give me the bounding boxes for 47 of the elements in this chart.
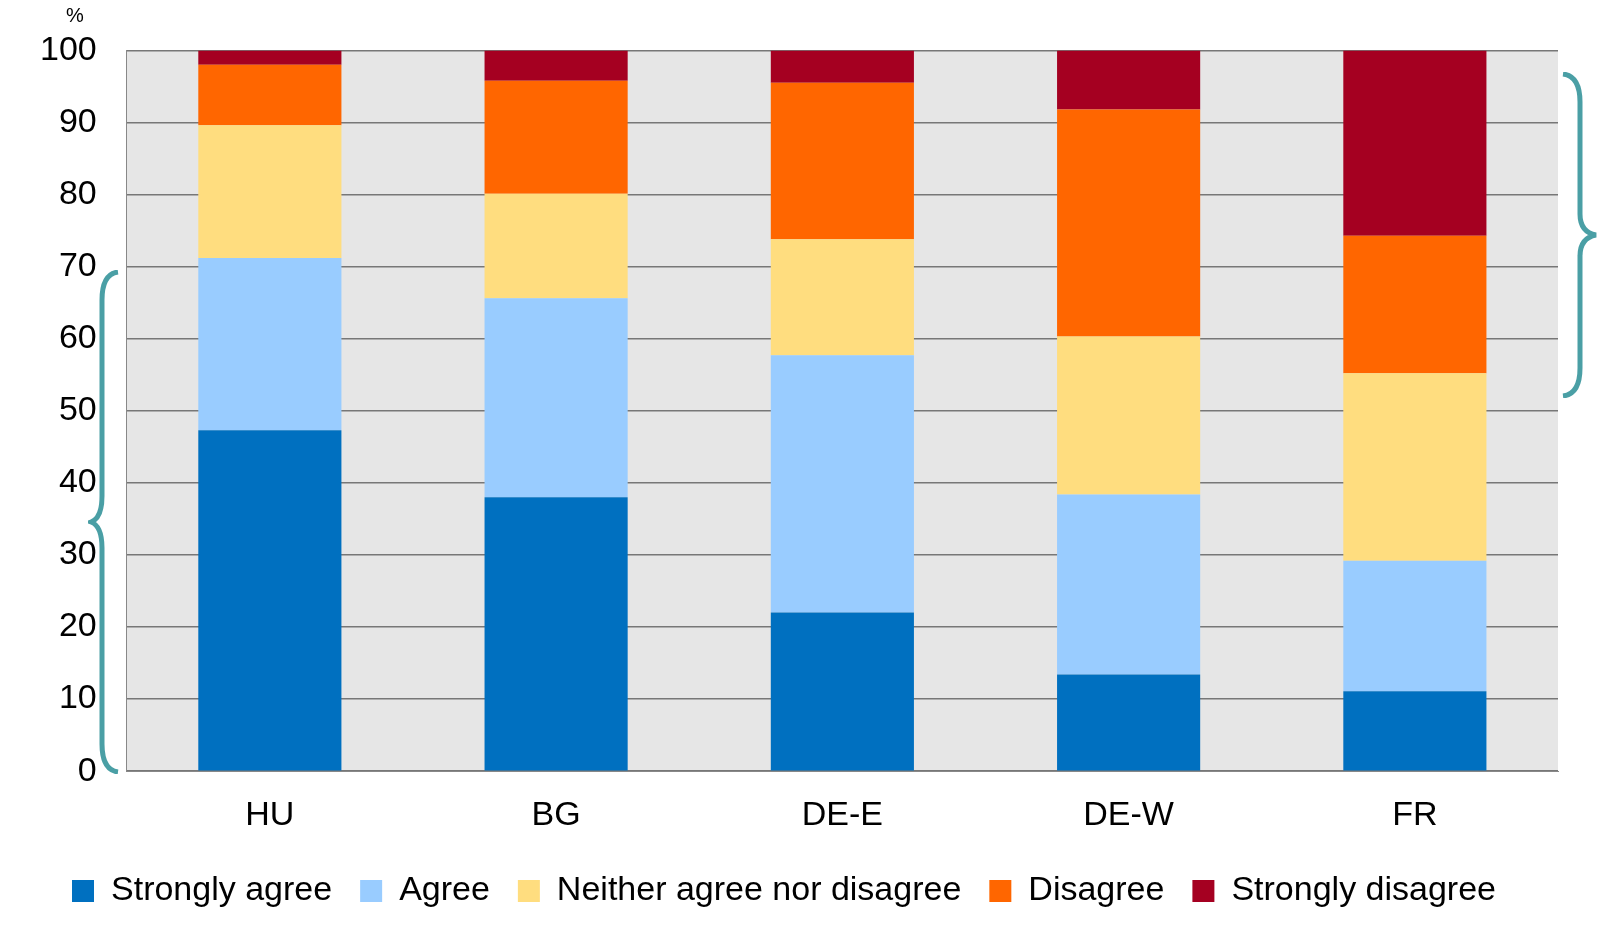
y-tick-label: 10 [58,677,97,716]
legend-label: Neither agree nor disagree [556,869,962,908]
bar [1057,109,1201,337]
y-tick-label: 0 [77,749,97,788]
bar [1057,50,1201,110]
bar [770,82,914,240]
bar [770,612,914,771]
bar [1057,336,1201,495]
y-tick-label: 50 [58,389,97,428]
x-tick-label: DE-E [801,793,883,832]
y-tick-label: 40 [58,461,97,500]
bar [1057,494,1201,675]
bar [198,64,342,126]
y-tick-label: 20 [58,605,97,644]
bar [1343,373,1487,561]
x-tick-label: BG [531,793,581,832]
y-tick-label: 100 [39,28,97,67]
y-tick-label: 70 [58,245,97,284]
y-tick-label: 90 [58,100,97,139]
bar [770,355,914,613]
x-tick-label: HU [245,793,295,832]
bar [1057,674,1201,771]
bar [484,80,628,194]
legend-label: Strongly agree [111,869,333,908]
x-tick-label: FR [1392,793,1438,832]
y-tick-label: 80 [58,172,97,211]
bar [198,430,342,771]
y-tick-label: 60 [58,317,97,356]
y-tick-label: 30 [58,533,97,572]
legend-label: Strongly disagree [1231,869,1497,908]
bar [198,257,342,431]
bar [770,50,914,83]
bar [770,239,914,356]
bar [1343,235,1487,374]
y-axis-title: % [66,3,85,26]
bar [484,298,628,498]
bar [484,50,628,81]
bar [1343,691,1487,771]
legend-label: Agree [399,869,490,908]
bar [198,50,342,65]
bar [484,497,628,771]
bar [1343,560,1487,692]
bar [198,125,342,258]
bar [484,193,628,299]
x-tick-label: DE-W [1083,793,1174,832]
bar [1343,50,1487,236]
legend-label: Disagree [1028,869,1165,908]
